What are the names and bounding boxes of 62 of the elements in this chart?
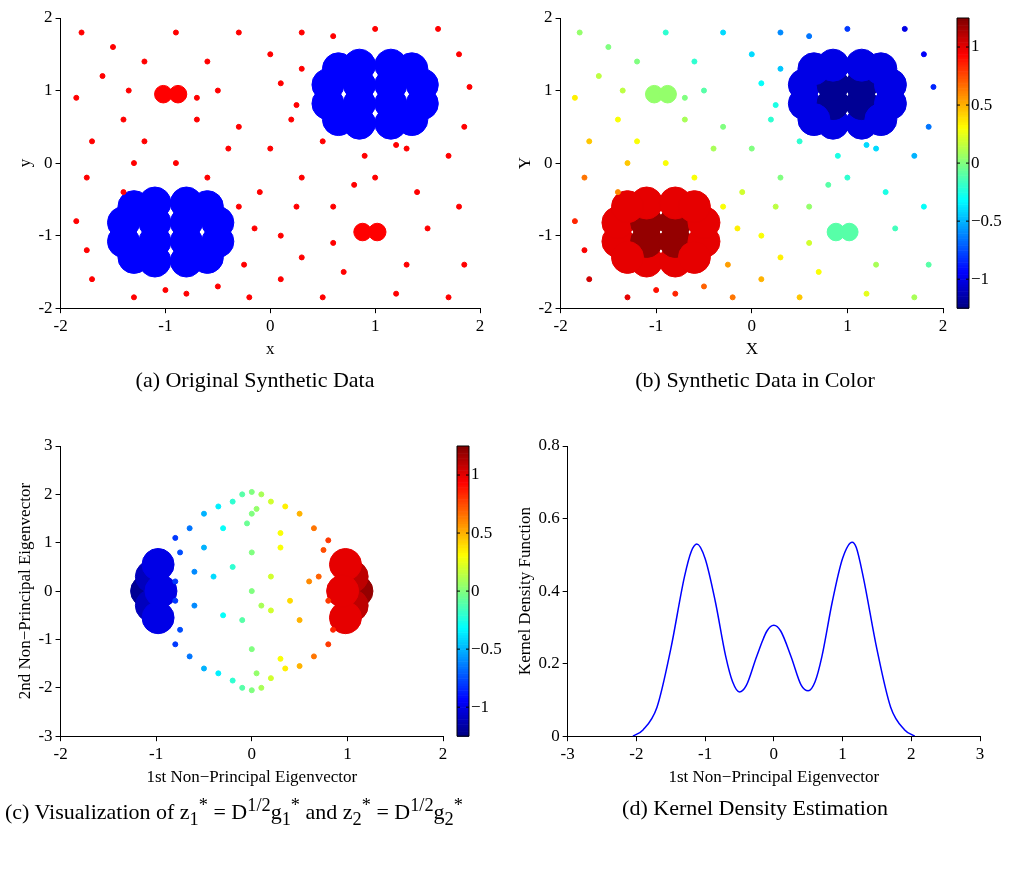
y-tick-label: -1: [38, 628, 53, 648]
y-axis-title: Y: [514, 156, 534, 170]
y-tick-label: 1: [544, 80, 553, 100]
color-bar-label: −1: [971, 268, 990, 288]
x-tick-label: 1: [343, 743, 352, 763]
x-axis-title: x: [266, 339, 276, 359]
y-axis-title: Kernel Density Function: [514, 506, 534, 676]
x-axis-title: 1st Non−Principal Eigenvector: [668, 767, 880, 787]
y-tick-label: -2: [538, 297, 553, 317]
y-tick-label: 0: [551, 725, 560, 745]
y-tick-label: -3: [38, 725, 53, 745]
y-axis-title: 2nd Non−Principal Eigenvector: [14, 482, 34, 700]
color-bar-label: −0.5: [471, 638, 502, 658]
x-tick-label: 2: [438, 743, 448, 763]
x-tick-label: 2: [938, 315, 948, 335]
color-bar-label: −1: [471, 696, 490, 716]
y-tick-label: -1: [38, 225, 53, 245]
y-tick-label: 0: [44, 580, 53, 600]
color-bar-label: 1: [971, 36, 980, 56]
color-bar-label: 0: [471, 580, 480, 600]
y-tick-label: 0.6: [538, 508, 560, 528]
y-tick-label: 2: [44, 7, 53, 27]
y-tick-label: 1: [44, 80, 53, 100]
x-tick-label: -1: [149, 743, 164, 763]
color-bar-label: −0.5: [971, 210, 1002, 230]
x-tick-label: -1: [698, 743, 713, 763]
y-axis-title: y: [14, 158, 34, 168]
color-bar-label: 0.5: [471, 522, 493, 542]
x-tick-label: -2: [629, 743, 644, 763]
y-tick-label: 0.4: [538, 580, 561, 600]
y-tick-label: 2: [44, 483, 53, 503]
text: (d) Kernel Density Estimation: [621, 794, 889, 822]
x-tick-label: 3: [975, 743, 985, 763]
y-tick-label: 0.2: [538, 653, 560, 673]
color-bar-label: 0.5: [971, 94, 993, 114]
y-tick-label: -1: [538, 225, 553, 245]
y-tick-label: 1: [44, 532, 53, 552]
color-bar-label: 1: [471, 464, 480, 484]
x-tick-label: 2: [475, 315, 485, 335]
x-tick-label: 0: [266, 315, 275, 335]
x-axis-title: 1st Non−Principal Eigenvector: [146, 767, 358, 787]
y-tick-label: 3: [44, 435, 53, 455]
x-tick-label: 1: [838, 743, 847, 763]
x-tick-label: 0: [769, 743, 779, 763]
y-tick-label: 0: [44, 152, 53, 172]
y-tick-label: 0.8: [538, 435, 560, 455]
x-tick-label: 2: [907, 743, 916, 763]
y-tick-label: -2: [38, 677, 53, 697]
text: (a) Original Synthetic Data: [134, 366, 376, 394]
x-axis-title: X: [745, 339, 758, 359]
x-tick-label: 1: [843, 315, 852, 335]
y-tick-label: 2: [544, 7, 553, 27]
x-tick-label: -1: [158, 315, 173, 335]
y-tick-label: -2: [38, 297, 53, 317]
text: (b) Synthetic Data in Color: [634, 366, 876, 394]
x-tick-label: 1: [370, 315, 380, 335]
color-bar-label: 0: [971, 152, 980, 172]
y-tick-label: 0: [544, 152, 553, 172]
x-tick-label: 0: [247, 743, 257, 763]
x-tick-label: 0: [747, 315, 757, 335]
x-tick-label: -3: [560, 743, 575, 763]
x-tick-label: -1: [649, 315, 664, 335]
